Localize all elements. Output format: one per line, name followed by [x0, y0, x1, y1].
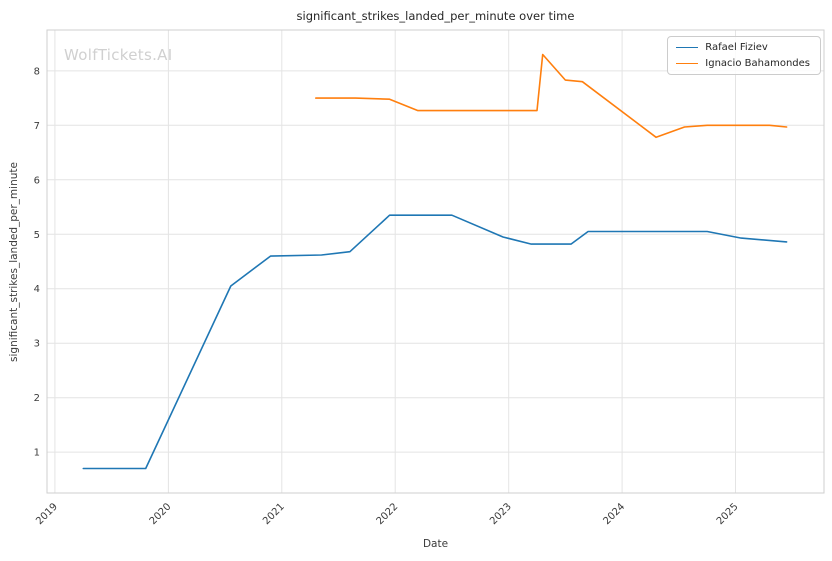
y-tick-label: 7: [34, 121, 40, 132]
chart-title: significant_strikes_landed_per_minute ov…: [296, 9, 575, 23]
legend-line-swatch: [676, 63, 699, 64]
legend-item: Ignacio Bahamondes: [676, 58, 810, 69]
y-tick-label: 2: [34, 393, 40, 404]
legend-line-swatch: [676, 47, 699, 48]
x-tick-label: 2021: [261, 501, 287, 527]
x-tick-label: 2025: [715, 501, 741, 527]
y-tick-label: 5: [34, 230, 40, 241]
series-line-1: [314, 53, 788, 139]
y-tick-label: 4: [34, 284, 40, 295]
legend-item: Rafael Fiziev: [676, 42, 810, 53]
y-tick-label: 6: [34, 175, 40, 186]
legend-label: Ignacio Bahamondes: [705, 58, 810, 69]
x-tick-label: 2020: [148, 501, 174, 527]
x-tick-label: 2019: [34, 501, 60, 527]
watermark: WolfTickets.AI: [64, 46, 173, 64]
y-tick-label: 1: [34, 448, 40, 459]
plot-border: [46, 29, 825, 494]
x-tick-label: 2022: [375, 501, 401, 527]
y-axis-label: significant_strikes_landed_per_minute: [8, 162, 20, 362]
x-axis-label: Date: [422, 538, 449, 550]
legend-label: Rafael Fiziev: [705, 42, 768, 53]
y-tick-label: 3: [34, 339, 40, 350]
y-tick-label: 8: [34, 66, 40, 77]
x-tick-label: 2024: [601, 501, 627, 527]
series-line-0: [82, 214, 788, 470]
legend: Rafael Fiziev Ignacio Bahamondes: [667, 36, 821, 75]
x-tick-label: 2023: [488, 501, 514, 527]
